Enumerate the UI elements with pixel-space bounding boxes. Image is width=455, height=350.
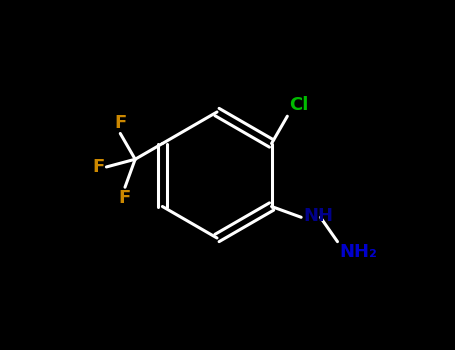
Text: F: F: [92, 158, 105, 176]
Text: NH: NH: [303, 206, 333, 224]
Text: NH₂: NH₂: [339, 243, 377, 261]
Text: F: F: [114, 114, 126, 132]
Text: Cl: Cl: [289, 97, 308, 114]
Text: F: F: [119, 189, 131, 207]
